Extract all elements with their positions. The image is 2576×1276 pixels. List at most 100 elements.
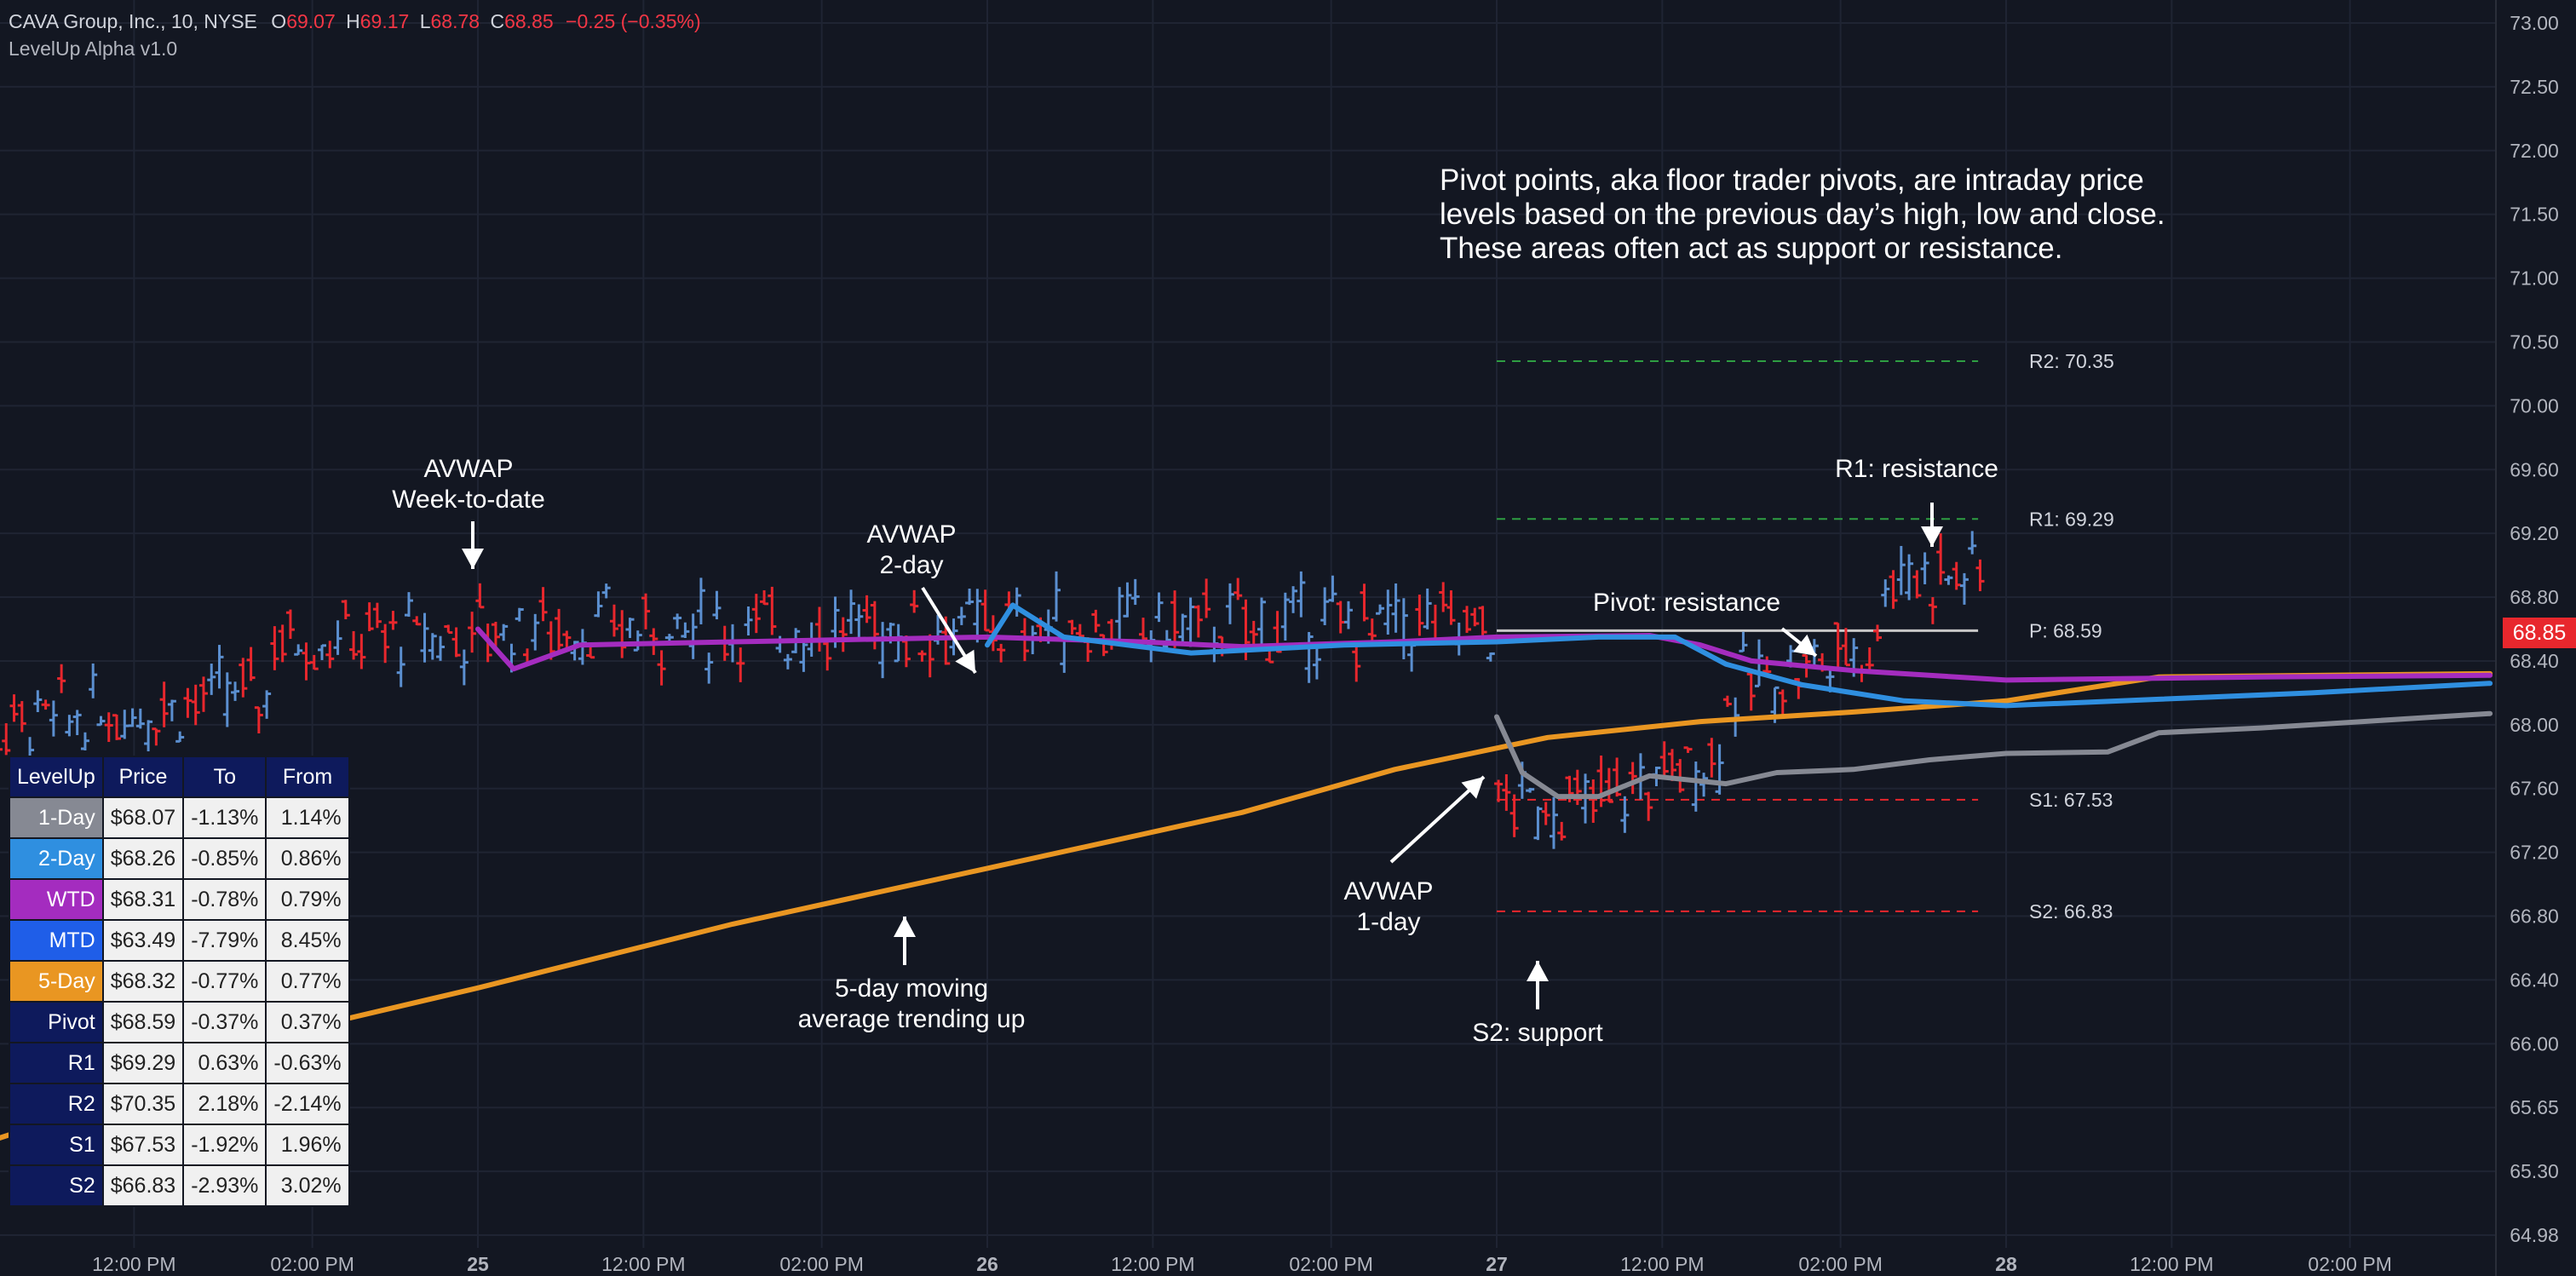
price-bar bbox=[341, 600, 350, 619]
price-cell: $69.29 bbox=[101, 1042, 185, 1084]
price-bar bbox=[1589, 779, 1598, 823]
price-bar bbox=[1699, 773, 1709, 797]
level-name-cell: Pivot bbox=[9, 1001, 104, 1043]
x-tick-label: 12:00 PM bbox=[2130, 1253, 2213, 1275]
price-bar bbox=[681, 622, 690, 638]
price-bar bbox=[925, 634, 934, 678]
levelup-table-body: 1-Day $68.07 -1.13% 1.14% 2-Day $68.26 -0.85% 0… bbox=[9, 796, 350, 1207]
price-bar bbox=[1644, 791, 1653, 821]
price-bar bbox=[768, 586, 777, 635]
close-value: 68.85 bbox=[504, 10, 554, 32]
price-bar bbox=[1265, 649, 1274, 664]
y-tick-label: 72.50 bbox=[2510, 76, 2559, 98]
price-bar bbox=[1423, 588, 1432, 629]
level-name-cell: R1 bbox=[9, 1042, 104, 1084]
y-tick-label: 69.60 bbox=[2510, 458, 2559, 480]
annotation-avwap-wtd: AVWAP Week-to-date bbox=[383, 454, 554, 515]
price-bar bbox=[215, 645, 224, 689]
arrow-avwap-2day-head bbox=[955, 649, 975, 673]
price-bar bbox=[878, 622, 888, 679]
open-label: O bbox=[271, 10, 287, 32]
arrow-avwap-1day bbox=[1389, 775, 1486, 864]
price-bar bbox=[965, 588, 975, 606]
price-bar bbox=[870, 601, 879, 650]
table-row: Pivot $68.59 -0.37% 0.37% bbox=[9, 1001, 350, 1043]
price-bar bbox=[120, 710, 129, 739]
price-bar bbox=[1746, 672, 1756, 711]
price-bar bbox=[1509, 794, 1519, 837]
price-bar bbox=[783, 653, 792, 670]
price-bar bbox=[404, 592, 413, 618]
price-bar bbox=[1178, 613, 1187, 642]
price-bar bbox=[1920, 552, 1929, 584]
x-tick-label: 27 bbox=[1486, 1253, 1508, 1275]
price-bar bbox=[1557, 821, 1567, 841]
indicator-name[interactable]: LevelUp Alpha v1.0 bbox=[9, 37, 178, 60]
price-bar bbox=[1352, 641, 1361, 682]
table-row: S2 $66.83 -2.93% 3.02% bbox=[9, 1164, 350, 1207]
price-bar bbox=[1123, 582, 1132, 618]
level-label: P: 68.59 bbox=[2029, 619, 2102, 641]
from-cell: -0.63% bbox=[265, 1042, 350, 1084]
price-bar bbox=[159, 681, 169, 727]
price-bar bbox=[1257, 597, 1267, 647]
note-line: These areas often act as support or resi… bbox=[1440, 232, 2063, 265]
price-bar bbox=[980, 589, 990, 632]
price-bar bbox=[1099, 634, 1108, 657]
x-tick-label: 02:00 PM bbox=[1289, 1253, 1372, 1275]
price-bar bbox=[1833, 622, 1843, 668]
price-bar bbox=[601, 583, 611, 599]
price-bar bbox=[1367, 618, 1377, 641]
price-bar bbox=[838, 617, 848, 652]
x-tick-label: 12:00 PM bbox=[92, 1253, 175, 1275]
from-cell: 1.96% bbox=[265, 1124, 350, 1166]
low-value: 68.78 bbox=[430, 10, 480, 32]
chart-axes: 73.00 72.50 72.00 71.50 71.00 70.50 70.00 69.60… bbox=[92, 0, 2559, 1276]
y-tick-label: 65.30 bbox=[2510, 1160, 2559, 1182]
price-bar bbox=[262, 690, 272, 719]
price-cell: $66.83 bbox=[101, 1164, 185, 1207]
price-bar bbox=[847, 589, 856, 635]
price-bar bbox=[594, 591, 603, 618]
y-tick-label: 64.98 bbox=[2510, 1224, 2559, 1246]
price-bar bbox=[1446, 590, 1456, 625]
from-cell: 0.77% bbox=[265, 960, 350, 1003]
y-tick-label: 68.40 bbox=[2510, 650, 2559, 672]
price-bar bbox=[633, 630, 642, 652]
price-bar bbox=[1865, 647, 1874, 674]
price-cell: $68.07 bbox=[101, 796, 185, 839]
y-tick-label: 67.60 bbox=[2510, 778, 2559, 800]
table-row: 2-Day $68.26 -0.85% 0.86% bbox=[9, 837, 350, 880]
y-tick-label: 70.50 bbox=[2510, 330, 2559, 353]
annotation-line: AVWAP bbox=[866, 520, 957, 549]
y-tick-label: 66.40 bbox=[2510, 968, 2559, 991]
y-tick-label: 65.65 bbox=[2510, 1096, 2559, 1118]
price-bar bbox=[41, 699, 50, 710]
level-name-cell: R2 bbox=[9, 1083, 104, 1125]
price-cell: $68.31 bbox=[101, 878, 185, 921]
price-bar bbox=[198, 676, 208, 712]
price-bar bbox=[751, 594, 761, 634]
price-bar bbox=[1130, 578, 1140, 606]
price-bar bbox=[1549, 796, 1558, 849]
price-bar bbox=[1067, 619, 1077, 635]
price-bar bbox=[112, 714, 122, 740]
to-cell: -2.93% bbox=[182, 1164, 267, 1207]
price-bar bbox=[1912, 570, 1922, 599]
price-bar bbox=[862, 595, 871, 624]
annotation-line: 2-day bbox=[879, 551, 944, 579]
price-bar bbox=[1280, 592, 1290, 641]
price-bar bbox=[270, 626, 279, 670]
price-bar bbox=[1739, 631, 1748, 652]
price-bar bbox=[1683, 746, 1693, 753]
price-bar bbox=[128, 708, 137, 727]
price-bar bbox=[1722, 695, 1732, 707]
x-tick-label: 02:00 PM bbox=[270, 1253, 354, 1275]
price-bar bbox=[1896, 545, 1906, 595]
price-bar bbox=[1905, 554, 1914, 601]
level-name-cell: 2-Day bbox=[9, 837, 104, 880]
levelup-table: LevelUp Price To From 1-Day $68.07 -1.13% 1… bbox=[9, 756, 350, 1207]
price-bar bbox=[1691, 762, 1700, 812]
price-bar bbox=[254, 706, 263, 734]
price-bar bbox=[1841, 628, 1850, 667]
